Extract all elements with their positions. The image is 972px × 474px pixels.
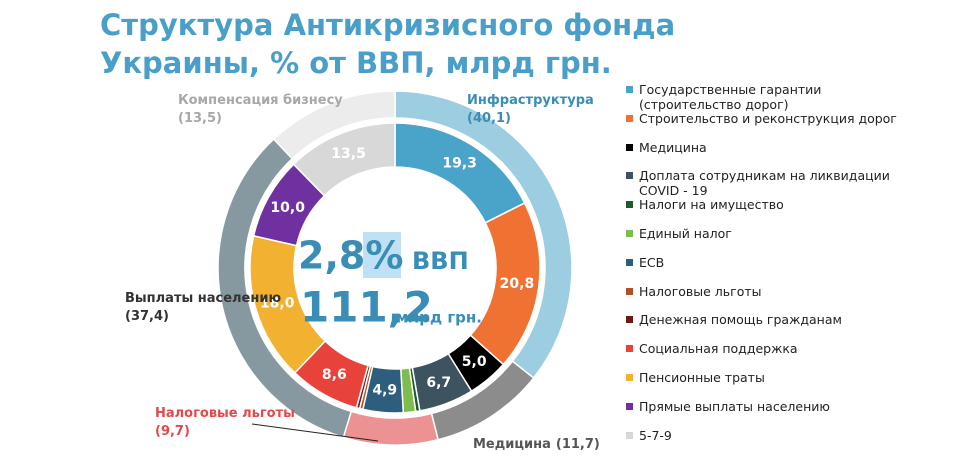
legend-marker: [626, 402, 633, 410]
legend-item: Пенсионные траты: [626, 370, 926, 399]
legend-marker: [626, 373, 633, 381]
legend-item: ЕСВ: [626, 255, 926, 284]
segment-label: Инфраструктура (40,1): [467, 93, 594, 126]
value-label: 19,3: [442, 155, 477, 171]
legend-item: Налоговые льготы: [626, 284, 926, 313]
legend-marker: [626, 229, 633, 237]
segment-value: (37,4): [125, 309, 169, 324]
segment-label: Выплаты населению (37,4): [125, 291, 281, 324]
segment-name: Инфраструктура: [467, 93, 594, 108]
legend-label: Прямые выплаты населению: [639, 398, 830, 414]
highlight: [363, 232, 401, 278]
segment-value: (11,7): [556, 437, 600, 452]
legend-label: Медицина: [639, 139, 707, 155]
segment-value: (13,5): [178, 111, 222, 126]
value-label: 6,7: [426, 375, 451, 391]
legend-marker: [626, 431, 633, 439]
legend-marker: [626, 287, 633, 295]
value-label: 5,0: [462, 354, 487, 370]
legend-marker: [626, 86, 633, 93]
donut-segment: [342, 410, 440, 446]
legend-item: Социальная поддержка: [626, 341, 926, 370]
center-gdp: ВВП: [412, 247, 469, 275]
legend-label: Единый налог: [639, 225, 732, 241]
legend-marker: [626, 172, 633, 180]
legend-item: Налоги на имущество: [626, 197, 926, 226]
legend-marker: [626, 316, 633, 324]
center-unit: млрд грн.: [396, 309, 482, 327]
legend-label: Доплата сотрудникам на ликвидации COVID …: [639, 168, 890, 199]
value-label: 20,8: [500, 276, 535, 292]
segment-value: (9,7): [155, 424, 190, 439]
center-total: 111,2: [300, 283, 433, 332]
donut-segment: [272, 90, 396, 160]
legend-item: Строительство и реконструкция дорог: [626, 111, 926, 140]
segment-value: (40,1): [467, 111, 511, 126]
legend: Государственные гарантии (строительство …: [626, 82, 926, 456]
legend-item: Денежная помощь гражданам: [626, 312, 926, 341]
legend-marker: [626, 114, 633, 122]
segment-label: Компенсация бизнесу (13,5): [178, 93, 343, 126]
value-label: 13,5: [331, 146, 366, 162]
legend-label: 5-7-9: [639, 427, 672, 443]
segment-name: Выплаты населению: [125, 291, 281, 306]
segment-name: Медицина: [473, 437, 551, 452]
legend-item: Единый налог: [626, 226, 926, 255]
center-percent: 2,8%: [298, 234, 403, 278]
segment-name: Налоговые льготы: [155, 406, 295, 421]
legend-label: Строительство и реконструкция дорог: [639, 110, 897, 126]
chart-title: Структура Антикризисного фонда Украины, …: [100, 8, 676, 80]
legend-item: Государственные гарантии (строительство …: [626, 82, 926, 112]
legend-marker: [626, 201, 633, 209]
legend-item: 5-7-9: [626, 428, 926, 457]
segment-label: Налоговые льготы (9,7): [155, 406, 295, 439]
legend-marker: [626, 258, 633, 266]
legend-label: Налоговые льготы: [639, 283, 762, 299]
legend-label: Государственные гарантии (строительство …: [639, 82, 822, 112]
legend-item: Прямые выплаты населению: [626, 399, 926, 428]
legend-label: Пенсионные траты: [639, 369, 765, 385]
legend-label: ЕСВ: [639, 254, 665, 270]
segment-name: Компенсация бизнесу: [178, 93, 343, 108]
legend-item: Доплата сотрудникам на ликвидации COVID …: [626, 168, 926, 199]
legend-marker: [626, 345, 633, 353]
legend-item: Медицина: [626, 140, 926, 169]
value-label: 8,6: [322, 367, 347, 383]
value-label: 10,0: [270, 200, 305, 216]
legend-label: Налоги на имущество: [639, 197, 784, 213]
value-label: 18,0: [260, 295, 295, 311]
leader-line: [251, 423, 379, 442]
donut-segment: [292, 122, 396, 197]
legend-label: Денежная помощь гражданам: [639, 312, 842, 328]
segment-label: Медицина (11,7): [473, 437, 600, 452]
legend-label: Социальная поддержка: [639, 341, 798, 357]
value-label: 4,9: [372, 383, 397, 399]
legend-marker: [626, 143, 633, 151]
